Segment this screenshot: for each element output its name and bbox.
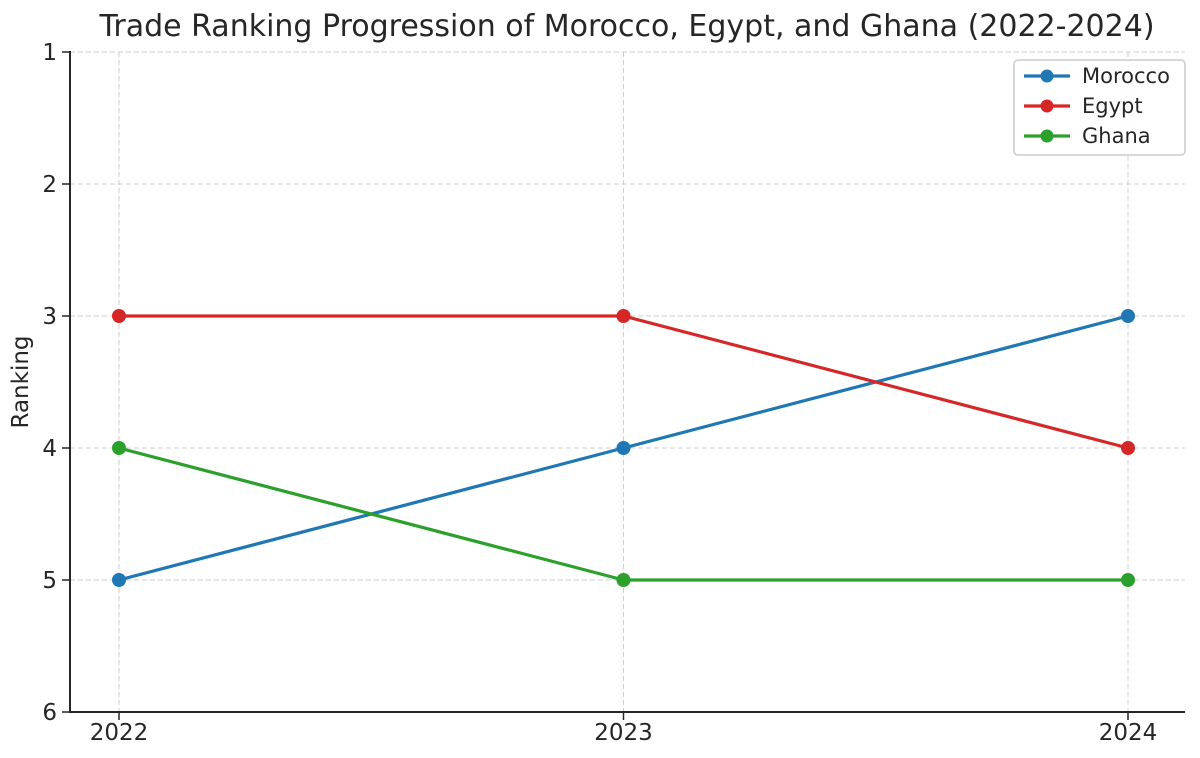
series-layer	[112, 309, 1135, 587]
y-tick-label: 2	[42, 172, 57, 198]
legend-label-morocco: Morocco	[1082, 64, 1170, 88]
y-tick-label: 4	[42, 436, 57, 462]
data-point-egypt	[112, 309, 126, 323]
chart-title: Trade Ranking Progression of Morocco, Eg…	[98, 9, 1154, 44]
x-tick-label: 2024	[1099, 720, 1158, 746]
legend-box	[1013, 59, 1186, 156]
x-tick-label: 2023	[594, 720, 653, 746]
data-point-ghana	[1121, 573, 1135, 587]
data-point-morocco	[1121, 309, 1135, 323]
data-point-morocco	[616, 441, 631, 455]
data-point-ghana	[112, 441, 126, 455]
y-axis-label: Ranking	[8, 335, 34, 428]
y-tick-label: 1	[42, 40, 57, 66]
legend-layer: Morocco Egypt Ghana	[1013, 59, 1186, 156]
data-point-egypt	[616, 309, 631, 323]
data-point-ghana	[616, 573, 631, 587]
data-point-morocco	[112, 573, 126, 587]
legend-marker-morocco	[1040, 69, 1054, 83]
data-point-egypt	[1121, 441, 1135, 455]
y-tick-label: 5	[42, 568, 57, 594]
legend-marker-egypt	[1040, 99, 1054, 113]
legend-marker-ghana	[1040, 129, 1054, 143]
legend-label-ghana: Ghana	[1082, 124, 1151, 148]
y-tick-label: 3	[42, 304, 57, 330]
axes-layer: 1 2 3 4 5 6 2022 2023 2024	[42, 40, 1185, 746]
legend-label-egypt: Egypt	[1082, 94, 1143, 118]
y-tick-label: 6	[42, 700, 57, 726]
x-tick-label: 2022	[90, 720, 149, 746]
